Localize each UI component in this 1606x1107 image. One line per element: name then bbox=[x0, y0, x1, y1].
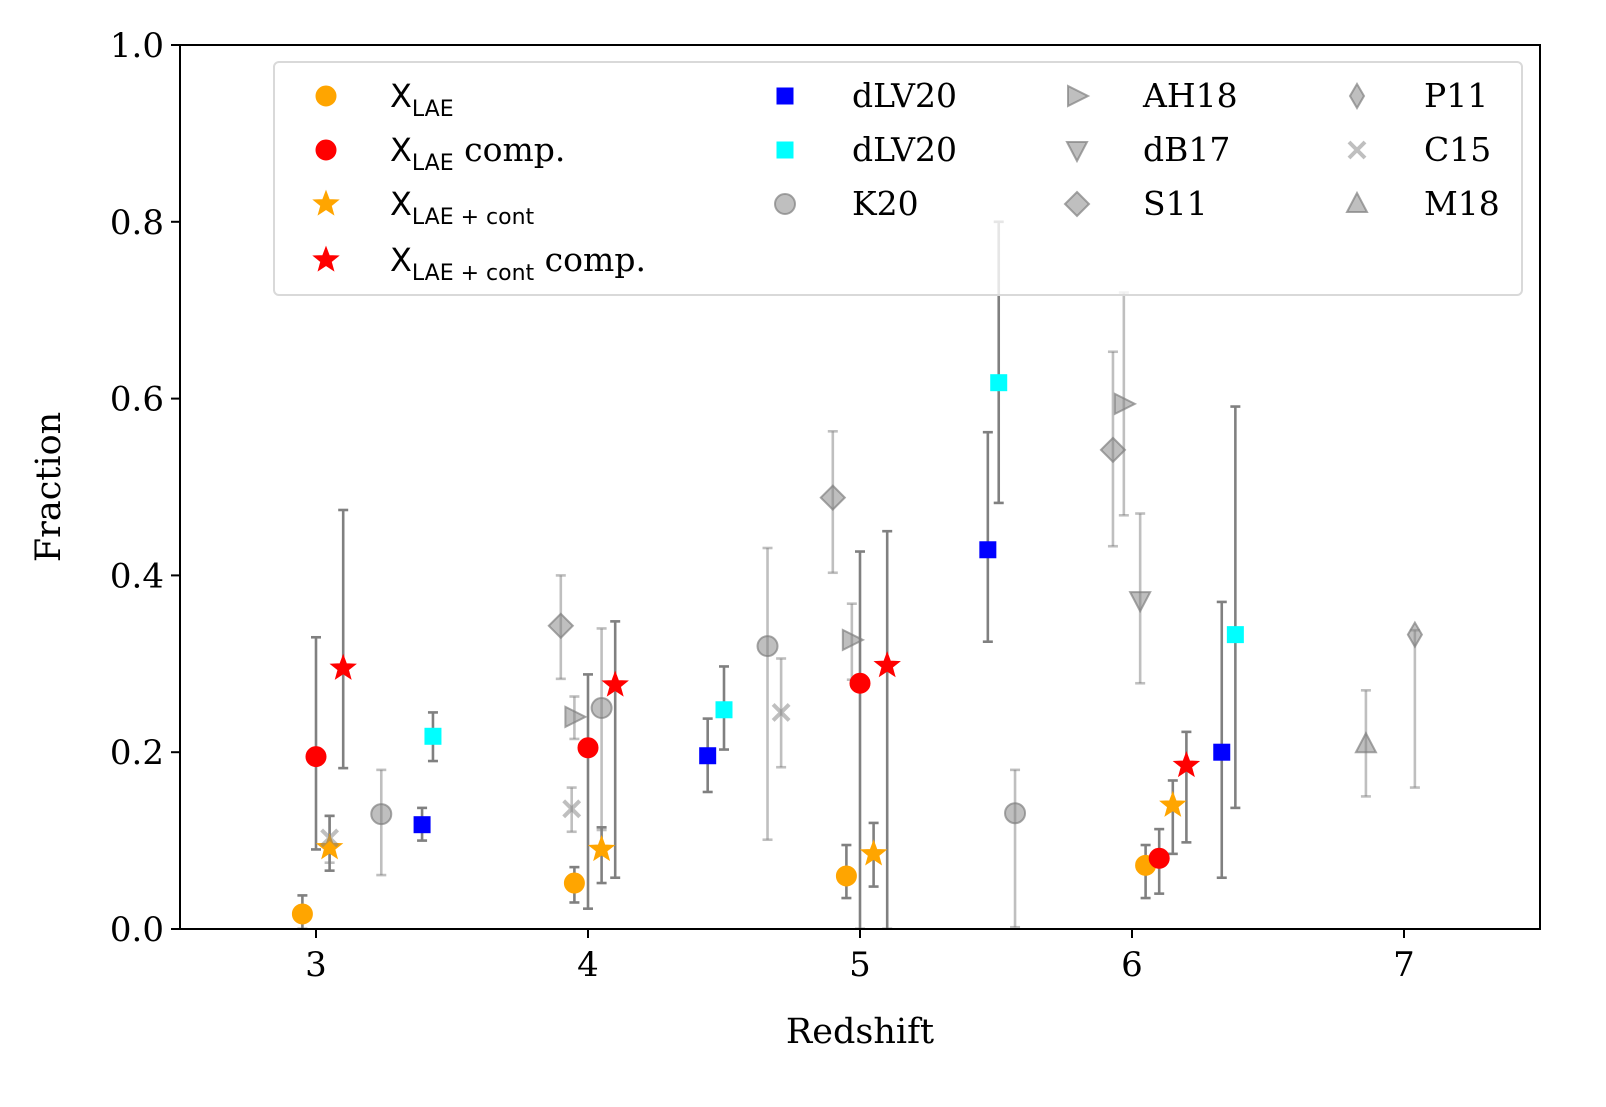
errorbar-xlae-cont-comp-2 bbox=[610, 620, 621, 880]
point-xlae-cont-3 bbox=[859, 839, 888, 866]
x-tick-label-7: 7 bbox=[1393, 945, 1415, 985]
point-xlae-1 bbox=[291, 903, 313, 925]
errorbar-xlae-cont-comp-3 bbox=[882, 529, 893, 929]
point-c15-2 bbox=[562, 799, 582, 819]
legend-marker-dlv20-cyan bbox=[776, 141, 794, 159]
point-dlv20-cyan-4 bbox=[1226, 626, 1244, 644]
x-tick-label-5: 5 bbox=[849, 945, 871, 985]
legend-marker-s11 bbox=[1063, 190, 1091, 218]
legend-marker-xlae-comp bbox=[315, 139, 337, 161]
axes-layer: 3 4 5 6 7 0.0 0.2 0.4 0.6 0.8 1.0 bbox=[110, 26, 1541, 985]
legend: XLAE XLAE comp. XLAE + cont XLAE + cont com… bbox=[273, 61, 1523, 296]
y-tick-label-0.8: 0.8 bbox=[110, 203, 164, 243]
legend-marker-dlv20-blue bbox=[776, 87, 794, 105]
legend-label-xlae-comp: XLAE comp. bbox=[390, 130, 565, 176]
point-ah18-2 bbox=[841, 628, 866, 652]
point-dlv20-cyan-2 bbox=[715, 701, 733, 719]
errorbar-dlv20-cyan-4 bbox=[1230, 405, 1241, 810]
point-dlv20-blue-1 bbox=[413, 816, 431, 834]
errorbars-layer bbox=[297, 220, 1420, 929]
point-dlv20-cyan-3 bbox=[990, 374, 1008, 392]
y-tick-label-0.0: 0.0 bbox=[110, 910, 164, 950]
errorbar-k20-4 bbox=[1010, 768, 1021, 929]
point-c15-1 bbox=[320, 828, 340, 848]
legend-marker-db17 bbox=[1065, 141, 1089, 164]
point-s11-1 bbox=[547, 612, 575, 640]
point-dlv20-blue-2 bbox=[699, 747, 717, 765]
point-s11-2 bbox=[819, 484, 847, 512]
point-s11-3 bbox=[1099, 436, 1127, 464]
legend-label-xlae-cont-comp: XLAE + cont comp. bbox=[390, 240, 646, 286]
errorbar-xlae-comp-2 bbox=[583, 673, 593, 910]
point-xlae-2 bbox=[563, 872, 585, 894]
legend-label-k20: K20 bbox=[852, 184, 919, 223]
point-k20-2 bbox=[590, 697, 613, 719]
point-xlae-cont-1 bbox=[315, 833, 344, 860]
legend-box bbox=[273, 61, 1523, 296]
point-xlae-cont-comp-4 bbox=[1172, 751, 1201, 778]
x-tick-label-3: 3 bbox=[305, 945, 327, 985]
legend-label-xlae: XLAE bbox=[390, 77, 454, 122]
y-axis-label: Fraction bbox=[29, 412, 69, 562]
point-xlae-comp-4 bbox=[1148, 847, 1170, 869]
point-ah18-3 bbox=[1113, 392, 1138, 416]
x-axis-label: Redshift bbox=[786, 1012, 934, 1052]
legend-marker-p11 bbox=[1348, 82, 1366, 110]
errorbar-xlae-cont-comp-1 bbox=[338, 508, 349, 770]
point-xlae-cont-comp-1 bbox=[329, 653, 357, 680]
legend-label-db17: dB17 bbox=[1143, 130, 1230, 169]
legend-label-xlae-cont: XLAE + cont bbox=[390, 185, 535, 230]
point-xlae-cont-4 bbox=[1159, 790, 1187, 817]
y-tick-label-0.2: 0.2 bbox=[110, 733, 164, 773]
point-k20-1 bbox=[370, 803, 393, 826]
x-tick-label-6: 6 bbox=[1121, 945, 1143, 985]
point-xlae-cont-comp-3 bbox=[873, 651, 901, 678]
legend-label-ah18: AH18 bbox=[1142, 76, 1238, 115]
point-c15-3 bbox=[771, 703, 791, 722]
y-tick-label-1.0: 1.0 bbox=[110, 26, 164, 66]
legend-label-p11: P11 bbox=[1424, 76, 1488, 115]
point-m18-1 bbox=[1354, 731, 1378, 754]
errorbar-k20-3 bbox=[762, 546, 773, 842]
point-xlae-cont-2 bbox=[587, 835, 616, 862]
y-tick-label-0.6: 0.6 bbox=[110, 380, 164, 420]
legend-label-c15: C15 bbox=[1424, 130, 1491, 169]
legend-marker-k20 bbox=[774, 193, 796, 215]
legend-marker-xlae bbox=[315, 85, 337, 107]
legend-marker-c15 bbox=[1347, 140, 1367, 160]
errorbar-dlv20-blue-4 bbox=[1216, 600, 1227, 880]
legend-label-s11: S11 bbox=[1143, 184, 1208, 223]
point-db17-1 bbox=[1128, 591, 1152, 614]
x-tick-label-4: 4 bbox=[577, 945, 599, 985]
legend-label-dlv20-cyan: dLV20 bbox=[852, 130, 957, 169]
legend-marker-ah18 bbox=[1067, 84, 1091, 108]
y-tick-label-0.4: 0.4 bbox=[110, 556, 164, 596]
legend-marker-xlae-cont bbox=[312, 189, 340, 216]
point-xlae-comp-2 bbox=[577, 737, 599, 759]
point-k20-3 bbox=[756, 635, 779, 658]
point-xlae-comp-3 bbox=[849, 672, 871, 694]
point-xlae-comp-1 bbox=[305, 746, 327, 768]
point-dlv20-blue-4 bbox=[1213, 743, 1231, 761]
legend-label-m18: M18 bbox=[1424, 184, 1500, 223]
point-p11-1 bbox=[1406, 620, 1424, 649]
legend-label-dlv20-blue: dLV20 bbox=[852, 76, 957, 115]
point-ah18-1 bbox=[564, 705, 588, 729]
errorbar-xlae-comp-3 bbox=[855, 550, 865, 929]
errorbar-xlae-cont-comp-4 bbox=[1181, 730, 1192, 844]
point-xlae-cont-comp-2 bbox=[601, 670, 629, 697]
legend-marker-xlae-cont-comp bbox=[312, 245, 340, 272]
point-k20-4 bbox=[1004, 802, 1027, 825]
errorbar-xlae-comp-1 bbox=[311, 635, 321, 851]
errorbar-dlv20-blue-3 bbox=[982, 430, 993, 644]
markers-layer bbox=[291, 374, 1424, 925]
errorbar-k20-2 bbox=[596, 627, 607, 832]
legend-marker-m18 bbox=[1345, 190, 1369, 213]
point-dlv20-blue-3 bbox=[979, 541, 997, 559]
point-xlae-3 bbox=[835, 865, 857, 887]
point-dlv20-cyan-1 bbox=[424, 727, 442, 745]
